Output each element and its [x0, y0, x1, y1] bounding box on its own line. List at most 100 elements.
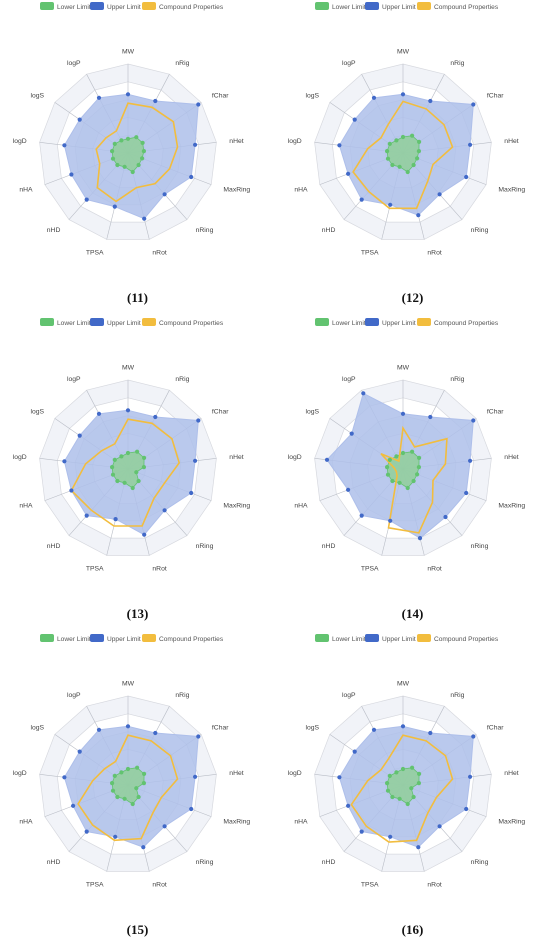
axis-label: nHet	[504, 770, 518, 777]
lower-limit-point	[390, 478, 395, 484]
axis-label: nRing	[471, 543, 489, 550]
lower-limit-point	[140, 140, 145, 145]
axis-label: logS	[30, 93, 44, 100]
series-compound-line	[77, 734, 179, 842]
axis-label: nRing	[471, 859, 489, 866]
lower-limit-point	[110, 472, 116, 477]
upper-limit-point	[84, 197, 89, 202]
lower-limit-point	[410, 133, 415, 138]
lower-limit-point	[119, 454, 124, 459]
upper-limit-point	[428, 730, 433, 736]
lower-limit-point	[110, 156, 116, 161]
lower-limit-point	[417, 771, 422, 776]
series-compound-line	[350, 734, 454, 843]
legend-label: Compound Properties	[434, 636, 499, 643]
axis-label: logD	[288, 138, 302, 145]
legend-label: Lower Limit	[332, 320, 366, 327]
lower-limit-point	[115, 794, 120, 800]
legend-swatch	[40, 634, 54, 642]
upper-limit-point	[416, 213, 421, 218]
legend-item: Upper Limit	[90, 634, 141, 643]
axis-label: nHet	[504, 138, 518, 145]
upper-limit-point	[428, 414, 433, 420]
lower-limit-point	[394, 454, 399, 459]
upper-limit-point	[464, 490, 469, 496]
lower-limit-point	[417, 139, 422, 144]
upper-limit-point	[153, 730, 158, 736]
radar-chart-panel: Lower Limit Upper Limit Compound Propertie…	[275, 316, 550, 632]
axis-label: MaxRing	[498, 187, 525, 194]
axis-label: logS	[30, 409, 44, 416]
legend-swatch	[417, 2, 431, 10]
upper-limit-point	[346, 171, 351, 176]
axis-label: nRig	[450, 692, 464, 699]
upper-limit-point	[324, 457, 330, 462]
lower-limit-point	[390, 794, 395, 800]
axis-label: logS	[305, 409, 319, 416]
upper-limit-point	[359, 829, 364, 834]
legend-swatch	[40, 318, 54, 326]
upper-limit-point	[112, 204, 117, 209]
axis-label: nHA	[19, 187, 33, 194]
lower-limit-point	[411, 794, 416, 800]
radar-chart-panel: Lower Limit Upper Limit Compound Propertie…	[275, 0, 550, 316]
axis-label: nHD	[47, 543, 61, 550]
legend-item: Compound Properties	[417, 634, 499, 643]
legend-swatch	[365, 634, 379, 642]
axis-label: nHD	[322, 227, 336, 234]
series-compound-line	[352, 100, 454, 210]
upper-limit-point	[471, 102, 476, 107]
lower-limit-point	[130, 169, 135, 175]
lower-limit-point	[394, 138, 399, 143]
axis-label: logD	[13, 770, 27, 777]
axis-label: nHet	[229, 138, 243, 145]
axis-label: nRot	[152, 882, 166, 889]
axis-label: logS	[30, 725, 44, 732]
upper-limit-point	[125, 92, 131, 97]
legend-swatch	[315, 634, 329, 642]
lower-limit-point	[410, 765, 415, 770]
legend-swatch	[90, 318, 104, 326]
legend-label: Lower Limit	[332, 4, 366, 11]
legend-item: Lower Limit	[315, 634, 366, 643]
radar-chart-panel: Lower Limit Upper Limit Compound Propertie…	[275, 632, 550, 948]
lower-limit-point	[110, 465, 115, 470]
lower-limit-point	[387, 773, 392, 778]
legend-item: Upper Limit	[365, 2, 416, 11]
axis-label: nRing	[196, 543, 214, 550]
axis-label: logD	[288, 454, 302, 461]
axis-label: logS	[305, 725, 319, 732]
axis-label: fChar	[212, 409, 229, 416]
lower-limit-point	[140, 156, 145, 161]
lower-limit-point	[122, 796, 127, 801]
upper-limit-point	[196, 734, 201, 739]
axis-label: TPSA	[361, 882, 379, 889]
axis-label: logP	[342, 376, 356, 383]
axis-label: logD	[288, 770, 302, 777]
lower-limit-point	[136, 478, 141, 484]
lower-limit-point	[411, 478, 416, 484]
lower-limit-point	[394, 770, 399, 775]
upper-limit-point	[196, 418, 201, 423]
axis-label: nHet	[504, 454, 518, 461]
upper-limit-point	[96, 727, 102, 732]
radar-chart-svg: Lower Limit Upper Limit Compound Propertie…	[288, 634, 525, 889]
axis-label: logP	[67, 60, 81, 67]
upper-limit-point	[352, 117, 357, 122]
upper-limit-point	[84, 513, 89, 518]
legend-swatch	[417, 634, 431, 642]
lower-limit-point	[141, 149, 146, 154]
legend-item: Compound Properties	[417, 2, 499, 11]
axis-label: logP	[67, 692, 81, 699]
axis-label: nRig	[175, 60, 189, 67]
upper-limit-point	[153, 414, 158, 420]
lower-limit-point	[122, 164, 127, 169]
upper-limit-point	[428, 98, 433, 104]
lower-limit-point	[416, 149, 421, 154]
legend-item: Upper Limit	[90, 2, 141, 11]
panel-caption: (11)	[127, 290, 148, 305]
axis-label: TPSA	[86, 882, 104, 889]
lower-limit-point	[385, 465, 390, 470]
lower-limit-point	[134, 135, 139, 140]
axis-label: fChar	[212, 93, 229, 100]
